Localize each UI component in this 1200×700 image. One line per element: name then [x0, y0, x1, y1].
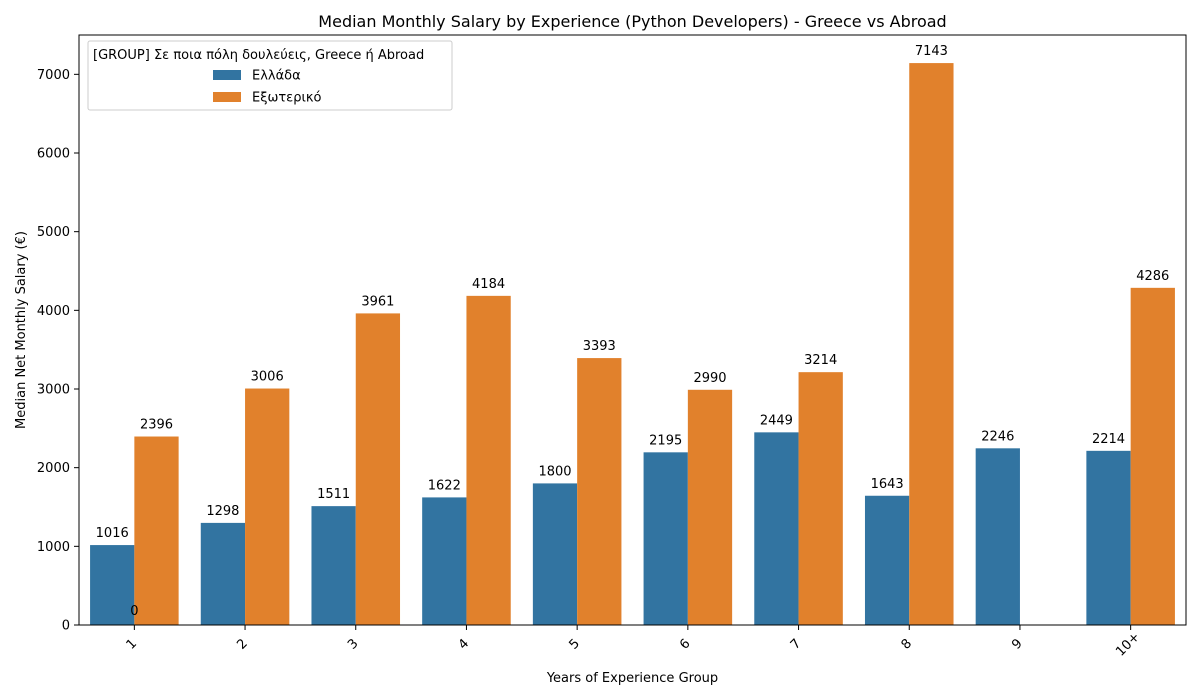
- bar-abroad-4: [466, 295, 511, 625]
- annotation-label: 0: [130, 604, 138, 619]
- bar-abroad-10+: [1130, 287, 1175, 625]
- bar-greece-9: [975, 448, 1020, 625]
- value-label: 2449: [760, 413, 793, 428]
- value-labels-layer: 1016 1298 1511 1622 1800 2195 2449 1643 2246 2214…: [96, 44, 1170, 619]
- value-label: 3214: [804, 353, 837, 368]
- value-label: 2246: [981, 429, 1014, 444]
- bar-greece-2: [200, 522, 246, 625]
- legend-swatch-greece: [213, 70, 241, 80]
- bar-greece-10+: [1086, 450, 1131, 625]
- x-tick-label: 3: [345, 636, 361, 652]
- value-label: 2195: [649, 433, 682, 448]
- bar-greece-5: [532, 483, 578, 625]
- chart-title: Median Monthly Salary by Experience (Pyt…: [318, 12, 946, 31]
- bar-abroad-8: [909, 63, 954, 626]
- value-label: 3393: [583, 339, 616, 354]
- x-tick-label: 6: [677, 636, 693, 652]
- value-label: 1511: [317, 487, 350, 502]
- value-label: 2990: [693, 371, 726, 386]
- x-tick-label: 4: [456, 636, 472, 652]
- x-axis-label: Years of Experience Group: [546, 671, 718, 686]
- bar-abroad-2: [245, 388, 290, 625]
- bar-abroad-1: [134, 436, 179, 625]
- legend-box: [87, 40, 453, 111]
- y-tick-label: 7000: [37, 68, 70, 83]
- bar-abroad-5: [577, 358, 622, 625]
- bar-abroad-7: [798, 372, 843, 625]
- bar-greece-3: [311, 506, 356, 625]
- value-label: 1298: [206, 504, 239, 519]
- y-tick-label: 5000: [37, 225, 70, 240]
- plot-frame: [78, 34, 1187, 626]
- value-label: 3006: [251, 370, 284, 385]
- value-label: 3961: [361, 294, 394, 309]
- value-label: 1643: [871, 477, 904, 492]
- legend: [GROUP] Σε ποια πόλη δουλεύεις, Greece ή…: [87, 40, 453, 111]
- x-tick-label: 7: [788, 636, 804, 652]
- legend-label-greece: Ελλάδα: [252, 69, 301, 84]
- y-tick-label: 4000: [37, 304, 70, 319]
- value-label: 1016: [96, 526, 129, 541]
- x-tick-label: 9: [1009, 636, 1025, 652]
- bar-greece-4: [422, 497, 467, 625]
- legend-label-abroad: Εξωτερικό: [252, 91, 322, 106]
- value-label: 4286: [1136, 269, 1169, 284]
- legend-title: [GROUP] Σε ποια πόλη δουλεύεις, Greece ή…: [93, 48, 424, 63]
- x-tick-label: 5: [566, 636, 582, 652]
- bar-greece-1: [90, 545, 135, 625]
- x-tick-label: 1: [124, 636, 140, 652]
- bars-layer: [90, 63, 1175, 626]
- bar-greece-6: [643, 452, 688, 625]
- x-tick-label: 8: [899, 636, 915, 652]
- legend-swatch-abroad: [213, 92, 241, 102]
- y-tick-label: 0: [62, 619, 70, 634]
- bar-greece-7: [754, 432, 799, 625]
- value-label: 2214: [1092, 432, 1125, 447]
- value-label: 7143: [915, 44, 948, 59]
- value-label: 4184: [472, 277, 505, 292]
- y-tick-label: 1000: [37, 540, 70, 555]
- y-tick-label: 3000: [37, 383, 70, 398]
- value-label: 2396: [140, 418, 173, 433]
- x-tick-label: 2: [234, 636, 250, 652]
- bar-abroad-6: [687, 389, 733, 625]
- y-tick-label: 2000: [37, 461, 70, 476]
- x-tick-label: 10+: [1113, 630, 1143, 660]
- bar-greece-8: [864, 495, 910, 625]
- value-label: 1622: [428, 478, 461, 493]
- legend-items: Ελλάδα Εξωτερικό: [213, 69, 322, 106]
- y-axis-label: Median Net Monthly Salary (€): [14, 231, 29, 429]
- y-tick-label: 6000: [37, 147, 70, 162]
- value-label: 1800: [538, 464, 571, 479]
- bar-abroad-3: [355, 313, 401, 625]
